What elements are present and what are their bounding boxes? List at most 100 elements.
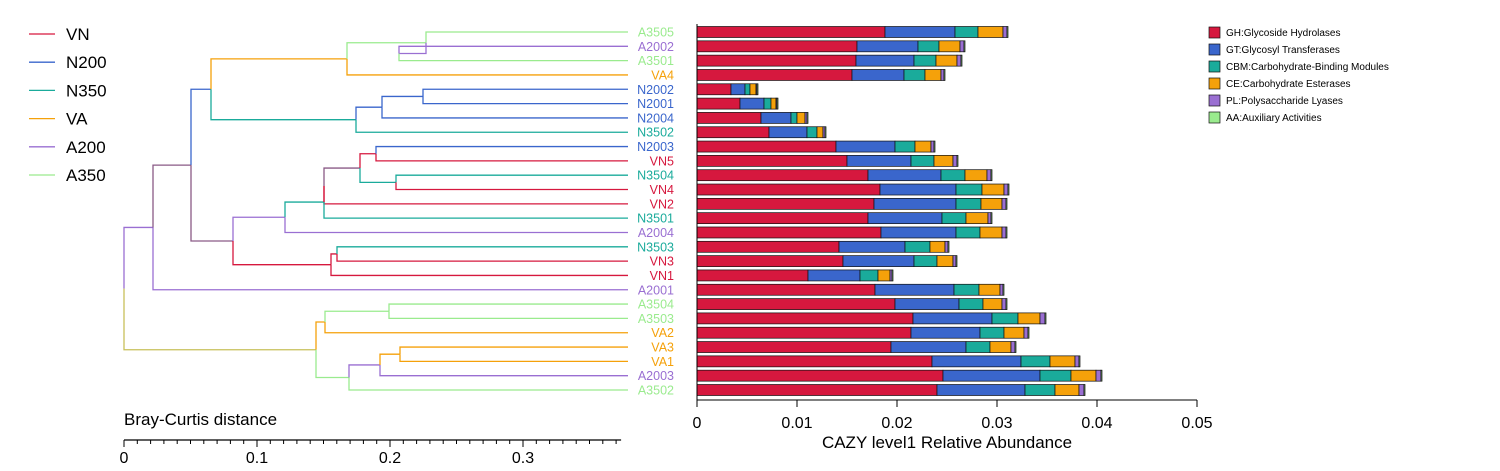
bar-segment-VA1-pl xyxy=(1074,355,1080,368)
dendrogram-link xyxy=(379,353,400,365)
dendrogram-link xyxy=(399,354,628,363)
bar-segment-A3504-pl xyxy=(1001,298,1007,310)
dendrogram-link xyxy=(425,31,628,43)
bar-segment-N3501-pl xyxy=(987,212,992,225)
bar-row-VN1 xyxy=(696,269,894,282)
sample-label-VA4: VA4 xyxy=(651,68,674,82)
bar-row-VN2 xyxy=(696,197,1008,210)
bar-segment-VA2-gt xyxy=(910,326,981,339)
bar-segment-A2004-gh xyxy=(696,226,882,239)
bar-segment-VN1-cbm xyxy=(859,269,879,282)
dendrogram-link xyxy=(336,246,628,254)
bar-x-axis-title: CAZY level1 Relative Abundance xyxy=(822,433,1072,452)
bar-segment-VA1-ce xyxy=(1049,355,1076,368)
sample-labels: A3505A2002A3501VA4N2002N2001N2004N3502N2… xyxy=(637,26,674,398)
bar-segment-VN1-gt xyxy=(807,269,861,282)
group-legend-label: A350 xyxy=(66,166,106,185)
sample-label-A3502: A3502 xyxy=(638,384,674,398)
bar-segment-A3501-cbm xyxy=(913,54,937,67)
sample-label-VN1: VN1 xyxy=(650,269,674,283)
dendrogram-link xyxy=(324,310,389,322)
bar-segment-VN2-aa xyxy=(1005,197,1008,210)
dendrogram-link xyxy=(381,95,423,108)
bar-segment-N3502-gt xyxy=(768,126,808,139)
bar-row-N2004 xyxy=(696,112,809,124)
bar-segment-VA2-pl xyxy=(1023,326,1029,339)
bar-segment-N3504-gt xyxy=(867,169,942,182)
bar-segment-N2003-pl xyxy=(930,140,935,153)
sample-label-VN2: VN2 xyxy=(650,197,674,211)
bar-segment-A3502-gh xyxy=(696,384,938,396)
bar-segment-N3503-pl xyxy=(944,240,949,253)
bar-segment-VN5-gt xyxy=(846,155,912,167)
bar-row-VN4 xyxy=(696,183,1010,196)
bar-row-VA3 xyxy=(696,341,1017,353)
distance-tick-label: 0.1 xyxy=(246,450,268,467)
bar-segment-A2003-aa xyxy=(1100,369,1103,382)
group-legend-item-a200: A200 xyxy=(29,138,106,157)
bar-tick-label: 0.01 xyxy=(781,415,812,432)
sample-label-N2003: N2003 xyxy=(637,140,674,154)
bar-row-A2002 xyxy=(696,40,966,53)
dendrogram-link xyxy=(359,153,376,169)
bar-segment-VA1-aa xyxy=(1078,355,1081,368)
bar-row-A2004 xyxy=(696,226,1008,239)
dendrogram-link xyxy=(395,182,628,191)
sample-label-N2004: N2004 xyxy=(637,111,674,125)
group-legend: VN N200 N350 VA A200 A350 xyxy=(29,25,107,185)
bar-segment-A3505-ce xyxy=(977,26,1004,38)
bar-tick-label: 0.02 xyxy=(881,415,912,432)
cazy-legend-label: PL:Polysaccharide Lyases xyxy=(1226,96,1343,107)
dendrogram-link xyxy=(346,42,426,59)
bar-segment-N3503-aa xyxy=(947,240,950,253)
sample-label-N2001: N2001 xyxy=(637,97,674,111)
bar-segment-N2004-cbm xyxy=(790,112,798,124)
bar-segment-A3501-gt xyxy=(855,54,915,67)
bar-segment-VN1-ce xyxy=(877,269,891,282)
bar-segment-N3503-cbm xyxy=(904,240,931,253)
distance-axis-title: Bray-Curtis distance xyxy=(124,410,277,429)
cazy-legend-label: CE:Carbohydrate Esterases xyxy=(1226,79,1351,90)
bar-segment-VN2-gh xyxy=(696,197,875,210)
bar-segment-N3503-ce xyxy=(929,240,946,253)
bar-segment-A2003-pl xyxy=(1095,369,1102,382)
bar-segment-N2001-ce xyxy=(770,97,777,110)
sample-label-VN3: VN3 xyxy=(650,255,674,269)
bar-segment-N2002-ce xyxy=(749,83,757,96)
bar-segment-A3503-gt xyxy=(912,312,993,325)
bar-segment-VA3-gt xyxy=(890,341,967,353)
dendrogram-link xyxy=(395,174,628,183)
dendrogram-link xyxy=(232,216,285,241)
sample-label-VA1: VA1 xyxy=(651,355,674,369)
sample-label-N3501: N3501 xyxy=(637,212,674,226)
dendrogram-link xyxy=(375,145,628,154)
bar-segment-N3503-gh xyxy=(696,240,840,253)
bar-segment-A3505-cbm xyxy=(954,26,979,38)
bar-segment-A3505-pl xyxy=(1002,26,1008,38)
bar-segment-A2004-aa xyxy=(1005,226,1008,239)
cazy-legend: GH:Glycoside Hydrolases GT:Glycosyl Trans… xyxy=(1208,26,1389,124)
bar-segment-A3504-ce xyxy=(982,298,1003,310)
bar-segment-VN4-cbm xyxy=(955,183,983,196)
bar-segment-VA2-aa xyxy=(1027,326,1030,339)
sample-label-A2003: A2003 xyxy=(638,369,674,383)
group-legend-label: A200 xyxy=(66,138,106,157)
dendrogram-link xyxy=(336,253,628,262)
cazy-legend-label: AA:Auxiliary Activities xyxy=(1226,113,1322,124)
bar-segment-A3502-pl xyxy=(1078,384,1085,396)
distance-tick-label: 0.3 xyxy=(512,450,534,467)
dendrogram-link xyxy=(388,303,628,312)
bar-segment-VA3-cbm xyxy=(965,341,991,353)
stacked-bars xyxy=(696,26,1103,396)
dendrogram-link xyxy=(123,226,153,289)
dendrogram-link xyxy=(355,106,382,120)
bar-row-N2002 xyxy=(696,83,759,96)
bar-segment-A3504-gt xyxy=(894,298,960,310)
bar-row-N3502 xyxy=(696,126,827,139)
bar-segment-N2004-gt xyxy=(760,112,792,124)
bar-row-A2001 xyxy=(696,283,1005,296)
dendrogram-link xyxy=(323,202,628,219)
bar-segment-A3504-gh xyxy=(696,298,896,310)
bar-tick-label: 0.05 xyxy=(1181,415,1212,432)
cazy-legend-swatch xyxy=(1208,94,1221,107)
